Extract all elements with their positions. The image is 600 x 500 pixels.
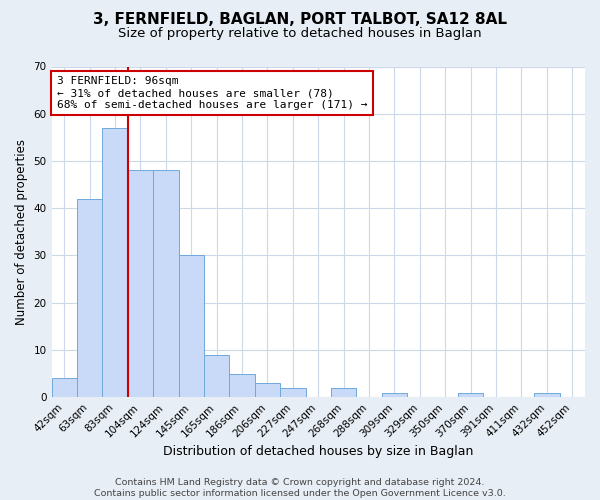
Bar [52,378,77,397]
X-axis label: Distribution of detached houses by size in Baglan: Distribution of detached houses by size … [163,444,473,458]
Bar [204,354,229,397]
Bar [255,383,280,397]
Bar [331,388,356,397]
Bar [280,388,305,397]
Text: Contains HM Land Registry data © Crown copyright and database right 2024.
Contai: Contains HM Land Registry data © Crown c… [94,478,506,498]
Bar [103,128,128,397]
Bar [229,374,255,397]
Bar [153,170,179,397]
Bar [382,392,407,397]
Text: Size of property relative to detached houses in Baglan: Size of property relative to detached ho… [118,28,482,40]
Bar [128,170,153,397]
Bar [179,256,204,397]
Bar [77,199,103,397]
Text: 3 FERNFIELD: 96sqm
← 31% of detached houses are smaller (78)
68% of semi-detache: 3 FERNFIELD: 96sqm ← 31% of detached hou… [57,76,367,110]
Bar [534,392,560,397]
Y-axis label: Number of detached properties: Number of detached properties [15,139,28,325]
Bar [458,392,484,397]
Text: 3, FERNFIELD, BAGLAN, PORT TALBOT, SA12 8AL: 3, FERNFIELD, BAGLAN, PORT TALBOT, SA12 … [93,12,507,28]
